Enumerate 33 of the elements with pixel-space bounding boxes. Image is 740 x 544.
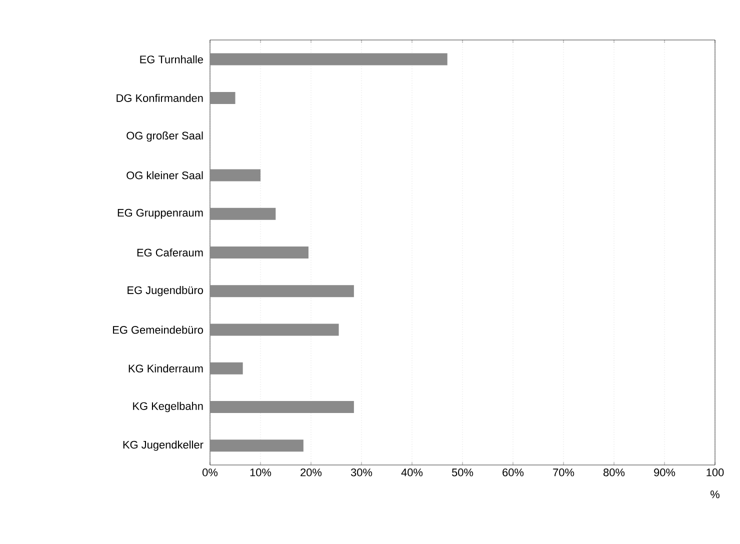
y-tick-label: OG großer Saal bbox=[126, 131, 203, 142]
y-tick-label: KG Kinderraum bbox=[128, 364, 203, 372]
bar bbox=[210, 401, 354, 414]
bar bbox=[210, 285, 354, 298]
x-tick-label: 30% bbox=[350, 468, 372, 476]
x-tick-label: 70% bbox=[553, 468, 574, 476]
x-tick-label: 50% bbox=[452, 468, 474, 476]
bar bbox=[210, 324, 339, 336]
y-tick-label: OG kleiner Saal bbox=[126, 171, 203, 180]
y-tick-label: EG Gruppenraum bbox=[118, 208, 203, 219]
y-tick-label: DG Konfirmanden bbox=[116, 94, 203, 102]
x-tick-label: 80% bbox=[604, 468, 625, 476]
bar bbox=[210, 169, 261, 182]
x-tick-label: 0% bbox=[202, 468, 218, 476]
x-tick-label: 20% bbox=[300, 468, 322, 476]
y-tick-label: EG Turnhalle bbox=[140, 55, 203, 64]
x-axis-title: % bbox=[710, 490, 720, 498]
x-tick-label: 10% bbox=[250, 468, 272, 476]
bar bbox=[210, 208, 276, 220]
y-tick-label: KG Jugendkeller bbox=[123, 440, 204, 451]
bar bbox=[210, 92, 236, 104]
x-tick-label: 100 bbox=[706, 468, 724, 476]
y-tick-label: EG Caferaum bbox=[137, 248, 203, 257]
x-tick-label: 40% bbox=[401, 468, 423, 476]
y-tick-label: KG Kegelbahn bbox=[133, 402, 203, 412]
bar bbox=[210, 53, 448, 66]
x-tick-label: 90% bbox=[654, 468, 676, 476]
bar bbox=[210, 440, 304, 452]
bar bbox=[210, 246, 308, 258]
bar bbox=[210, 362, 243, 374]
x-tick-label: 60% bbox=[502, 468, 524, 476]
y-tick-label: EG Jugendbüro bbox=[128, 286, 203, 296]
y-tick-label: EG Gemeindebüro bbox=[113, 326, 203, 334]
